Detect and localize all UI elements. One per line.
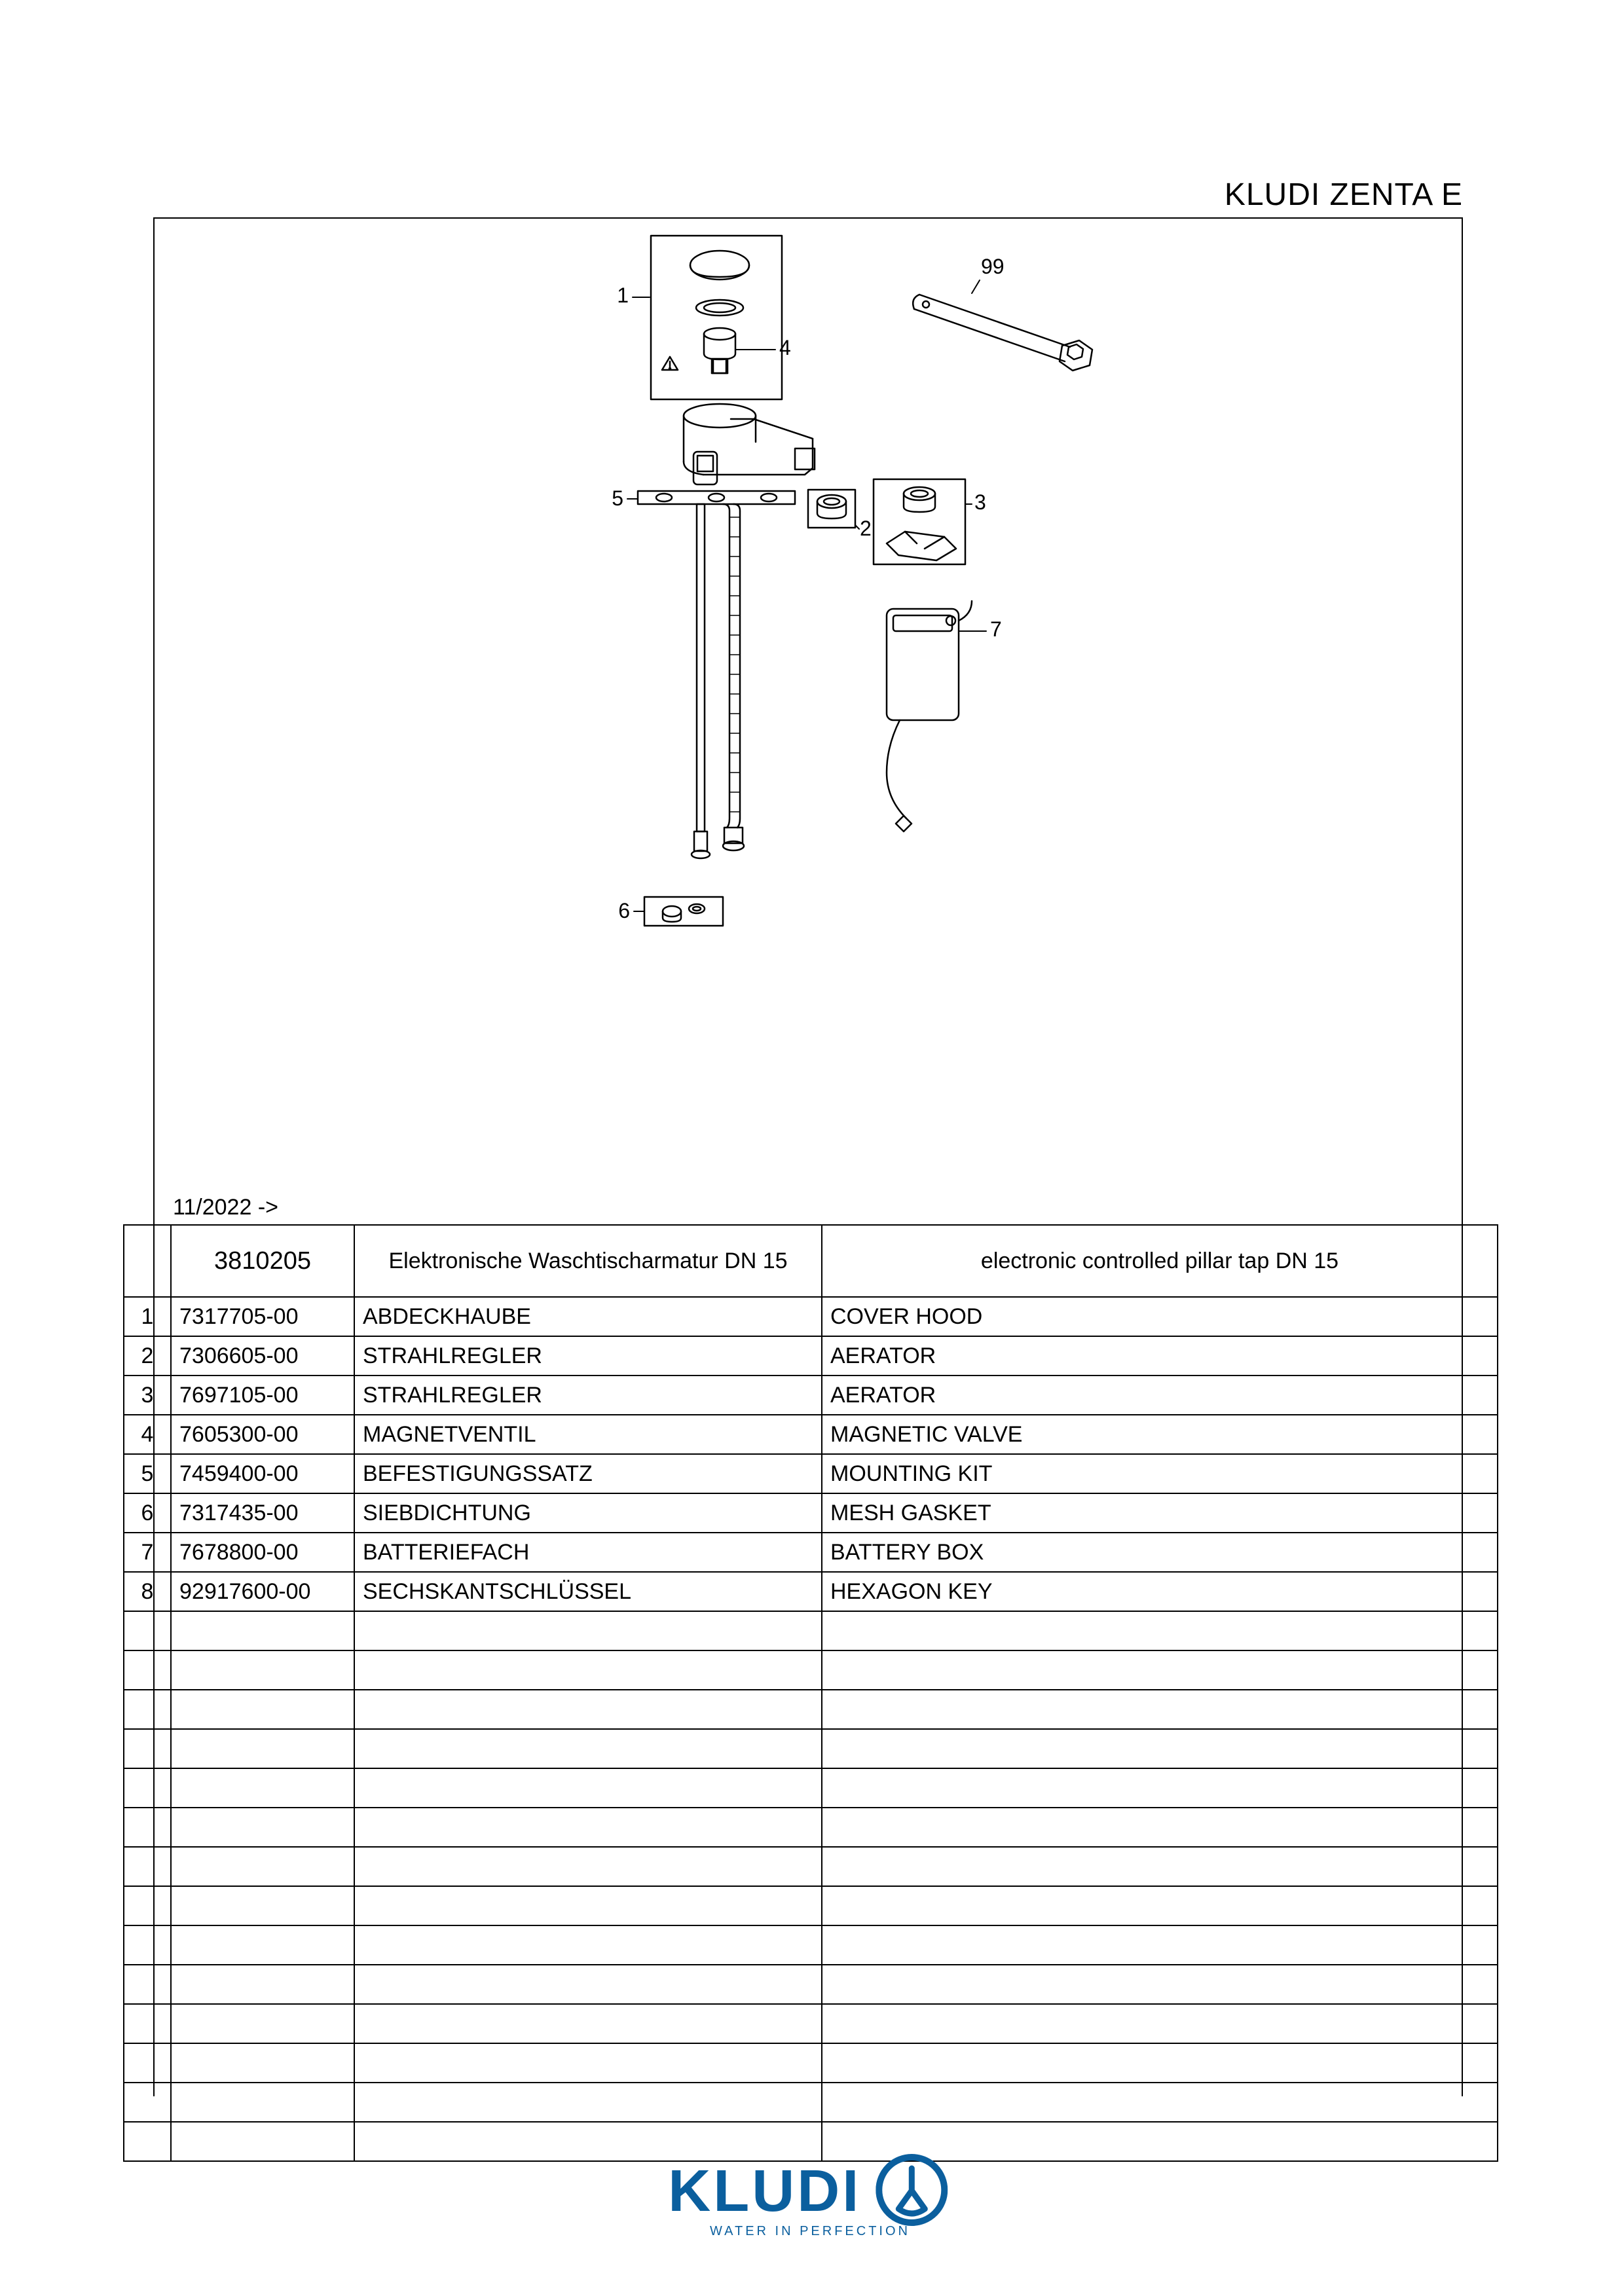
table-row-empty bbox=[124, 1847, 1498, 1886]
parts-table: 3810205 Elektronische Waschtischarmatur … bbox=[123, 1224, 1498, 2162]
cell-de: SECHSKANTSCHLÜSSEL bbox=[354, 1572, 822, 1611]
table-row: 17317705-00ABDECKHAUBECOVER HOOD bbox=[124, 1297, 1498, 1336]
cell-index: 5 bbox=[124, 1454, 171, 1493]
cell-part: 7317705-00 bbox=[171, 1297, 354, 1336]
table-row-empty bbox=[124, 2043, 1498, 2083]
table-row: 37697105-00STRAHLREGLERAERATOR bbox=[124, 1376, 1498, 1415]
callout-6: 6 bbox=[618, 899, 630, 922]
cell-index: 7 bbox=[124, 1533, 171, 1572]
cell-en: MESH GASKET bbox=[822, 1493, 1498, 1533]
callout-1: 1 bbox=[617, 283, 629, 307]
brand-logo: KLUDI WATER IN PERFECTION bbox=[668, 2154, 948, 2239]
cell-index: 1 bbox=[124, 1297, 171, 1336]
table-row-empty bbox=[124, 1729, 1498, 1768]
table-header-row: 3810205 Elektronische Waschtischarmatur … bbox=[124, 1225, 1498, 1297]
table-row: 47605300-00MAGNETVENTILMAGNETIC VALVE bbox=[124, 1415, 1498, 1454]
table-row-empty bbox=[124, 1650, 1498, 1690]
cell-en: COVER HOOD bbox=[822, 1297, 1498, 1336]
table-row-empty bbox=[124, 1808, 1498, 1847]
callout-4: 4 bbox=[779, 336, 791, 359]
table-row-empty bbox=[124, 1690, 1498, 1729]
cell-de: MAGNETVENTIL bbox=[354, 1415, 822, 1454]
header-product-code: 3810205 bbox=[171, 1225, 354, 1297]
cell-part: 7317435-00 bbox=[171, 1493, 354, 1533]
cell-de: ABDECKHAUBE bbox=[354, 1297, 822, 1336]
table-row-empty bbox=[124, 1886, 1498, 1925]
header-blank bbox=[124, 1225, 171, 1297]
cell-part: 7678800-00 bbox=[171, 1533, 354, 1572]
cell-index: 6 bbox=[124, 1493, 171, 1533]
table-row-empty bbox=[124, 2083, 1498, 2122]
cell-en: HEXAGON KEY bbox=[822, 1572, 1498, 1611]
logo-text: KLUDI bbox=[668, 2158, 861, 2225]
cell-en: MOUNTING KIT bbox=[822, 1454, 1498, 1493]
cell-de: BATTERIEFACH bbox=[354, 1533, 822, 1572]
table-row-empty bbox=[124, 1768, 1498, 1808]
cell-index: 4 bbox=[124, 1415, 171, 1454]
table-row: 892917600-00SECHSKANTSCHLÜSSELHEXAGON KE… bbox=[124, 1572, 1498, 1611]
date-label: 11/2022 -> bbox=[173, 1195, 278, 1220]
cell-part: 7306605-00 bbox=[171, 1336, 354, 1376]
table-row: 27306605-00STRAHLREGLERAERATOR bbox=[124, 1336, 1498, 1376]
cell-en: AERATOR bbox=[822, 1336, 1498, 1376]
cell-part: 92917600-00 bbox=[171, 1572, 354, 1611]
cell-de: BEFESTIGUNGSSATZ bbox=[354, 1454, 822, 1493]
table-row-empty bbox=[124, 1925, 1498, 1965]
cell-en: MAGNETIC VALVE bbox=[822, 1415, 1498, 1454]
callout-7: 7 bbox=[990, 617, 1002, 641]
table-row-empty bbox=[124, 1965, 1498, 2004]
cell-part: 7697105-00 bbox=[171, 1376, 354, 1415]
table-row-empty bbox=[124, 1611, 1498, 1650]
cell-de: STRAHLREGLER bbox=[354, 1336, 822, 1376]
table-row: 77678800-00BATTERIEFACHBATTERY BOX bbox=[124, 1533, 1498, 1572]
callout-2: 2 bbox=[860, 517, 872, 540]
callout-5: 5 bbox=[612, 486, 623, 510]
cell-part: 7459400-00 bbox=[171, 1454, 354, 1493]
header-desc-en: electronic controlled pillar tap DN 15 bbox=[822, 1225, 1498, 1297]
callout-3: 3 bbox=[974, 490, 986, 514]
table-row: 67317435-00SIEBDICHTUNGMESH GASKET bbox=[124, 1493, 1498, 1533]
cell-index: 2 bbox=[124, 1336, 171, 1376]
cell-en: BATTERY BOX bbox=[822, 1533, 1498, 1572]
logo-icon bbox=[876, 2154, 948, 2229]
cell-de: STRAHLREGLER bbox=[354, 1376, 822, 1415]
table-row-empty bbox=[124, 2004, 1498, 2043]
cell-index: 8 bbox=[124, 1572, 171, 1611]
cell-part: 7605300-00 bbox=[171, 1415, 354, 1454]
cell-index: 3 bbox=[124, 1376, 171, 1415]
logo-tagline: WATER IN PERFECTION bbox=[672, 2224, 948, 2239]
callout-99: 99 bbox=[981, 255, 1005, 278]
header-desc-de: Elektronische Waschtischarmatur DN 15 bbox=[354, 1225, 822, 1297]
table-row: 57459400-00BEFESTIGUNGSSATZMOUNTING KIT bbox=[124, 1454, 1498, 1493]
cell-de: SIEBDICHTUNG bbox=[354, 1493, 822, 1533]
cell-en: AERATOR bbox=[822, 1376, 1498, 1415]
exploded-diagram: 1 2 3 4 5 6 7 99 bbox=[500, 229, 1116, 962]
page-title: KLUDI ZENTA E bbox=[1225, 177, 1463, 213]
